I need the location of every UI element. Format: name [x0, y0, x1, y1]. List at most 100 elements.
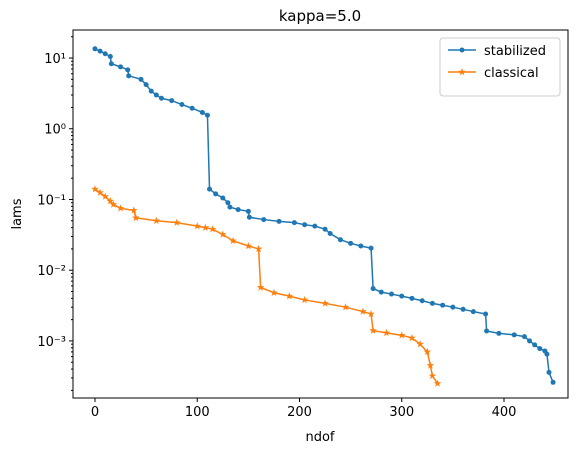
marker — [97, 48, 103, 54]
marker — [172, 218, 181, 226]
marker — [312, 223, 318, 229]
plot-frame — [72, 29, 569, 399]
marker — [208, 225, 217, 233]
marker — [270, 288, 278, 296]
marker — [152, 216, 161, 224]
marker — [138, 76, 144, 82]
series-line — [94, 188, 439, 384]
marker — [220, 195, 226, 201]
marker — [370, 286, 376, 292]
marker — [378, 289, 384, 295]
marker — [291, 220, 297, 226]
marker — [470, 309, 476, 315]
x-tick-label: 400 — [492, 405, 517, 420]
marker — [428, 371, 437, 380]
marker — [527, 338, 533, 344]
marker — [143, 82, 149, 88]
marker — [440, 302, 446, 308]
marker — [118, 64, 124, 70]
marker — [544, 351, 550, 357]
marker — [169, 98, 175, 104]
marker — [368, 245, 374, 251]
marker — [102, 51, 108, 57]
marker — [158, 95, 164, 101]
marker — [179, 102, 185, 108]
legend-label: classical — [484, 66, 539, 81]
marker — [91, 185, 99, 193]
y-tick-label: 10⁻² — [37, 264, 66, 279]
marker — [483, 311, 489, 317]
marker — [337, 237, 343, 243]
marker — [537, 346, 543, 352]
marker — [261, 217, 267, 223]
x-tick-label: 300 — [389, 405, 414, 420]
marker — [235, 207, 241, 213]
marker — [108, 61, 114, 67]
marker — [244, 241, 253, 250]
marker — [153, 92, 159, 98]
y-axis-label: lams — [10, 198, 25, 229]
marker — [199, 109, 205, 115]
marker — [429, 300, 435, 306]
marker — [416, 340, 424, 348]
marker — [101, 192, 110, 200]
marker — [389, 291, 395, 297]
marker — [408, 334, 416, 342]
marker — [132, 213, 140, 222]
legend-label: stabilized — [484, 44, 546, 59]
marker — [460, 306, 466, 312]
x-tick-label: 100 — [185, 405, 210, 420]
marker — [189, 105, 195, 111]
marker — [367, 310, 375, 318]
marker — [409, 295, 415, 301]
marker — [382, 328, 391, 337]
marker — [459, 47, 465, 53]
marker — [496, 330, 502, 336]
marker — [423, 347, 432, 356]
marker — [207, 186, 213, 192]
y-tick-label: 10⁻³ — [37, 335, 66, 350]
marker — [125, 67, 131, 73]
legend-box — [439, 37, 561, 97]
marker — [218, 230, 227, 238]
marker — [204, 112, 210, 118]
marker — [532, 342, 538, 348]
marker — [546, 369, 552, 375]
marker — [399, 293, 405, 299]
marker — [201, 223, 210, 231]
marker — [322, 226, 328, 232]
marker — [511, 332, 517, 338]
marker — [92, 46, 98, 52]
marker — [484, 328, 490, 334]
marker — [225, 200, 231, 206]
marker — [433, 379, 442, 387]
marker — [245, 208, 251, 214]
marker — [327, 231, 333, 237]
marker — [107, 54, 113, 60]
marker — [254, 244, 263, 253]
x-axis-label: ndof — [305, 430, 334, 445]
marker — [285, 292, 294, 300]
marker — [369, 326, 377, 334]
marker — [126, 73, 132, 79]
marker — [321, 299, 329, 307]
marker — [148, 88, 154, 94]
marker — [130, 206, 138, 214]
marker — [256, 283, 265, 291]
marker — [227, 204, 233, 210]
marker — [341, 303, 350, 311]
marker — [106, 197, 115, 205]
marker — [193, 222, 202, 230]
marker — [109, 200, 118, 208]
marker — [450, 304, 456, 310]
marker — [550, 379, 556, 385]
x-tick-label: 0 — [91, 405, 99, 420]
marker — [229, 236, 237, 245]
marker — [359, 307, 367, 315]
marker — [348, 240, 354, 246]
marker — [426, 361, 435, 369]
y-tick-label: 10⁰ — [44, 123, 66, 138]
marker — [458, 68, 466, 76]
marker — [521, 334, 527, 340]
